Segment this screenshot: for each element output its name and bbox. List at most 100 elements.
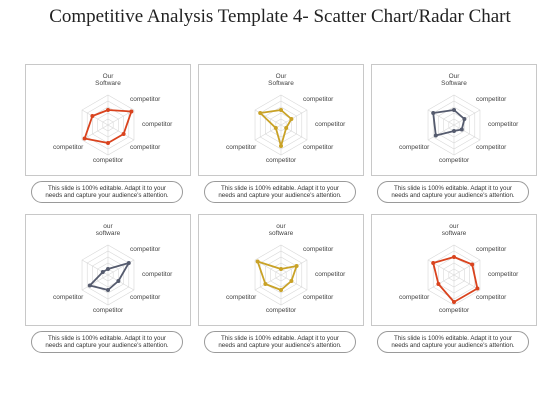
radar-chart-svg: our software competitor competitor competito…	[399, 223, 519, 314]
radar-data-point	[289, 117, 294, 121]
axis-label-competitor: competitor	[488, 271, 519, 278]
radar-spoke	[280, 109, 308, 126]
radar-spoke	[453, 259, 481, 276]
radar-spoke	[254, 274, 282, 291]
axis-label-competitor: competitor	[303, 96, 334, 103]
axis-label-competitor: competitor	[476, 144, 507, 151]
radar-data-point	[279, 288, 283, 292]
axis-label-competitor: competitor	[488, 121, 519, 128]
radar-spoke	[81, 109, 109, 126]
editable-note[interactable]: This slide is 100% editable. Adapt it to…	[31, 181, 183, 203]
radar-data-point	[433, 133, 438, 138]
axis-label-competitor: competitor	[266, 307, 297, 314]
axis-label-our-software: Our Software	[95, 73, 121, 87]
radar-data-point	[452, 129, 456, 133]
axis-label-competitor: competitor	[130, 96, 161, 103]
chart-panel-4: our software competitor competitor competito…	[25, 214, 191, 364]
radar-data-point	[106, 288, 110, 292]
axis-label-competitor: competitor	[53, 144, 84, 151]
axis-label-competitor: competitor	[130, 144, 161, 151]
radar-data-point	[470, 262, 475, 267]
radar-series-line	[256, 260, 298, 291]
axis-label-competitor: competitor	[476, 96, 507, 103]
radar-data-point	[452, 108, 456, 112]
charts-grid: Our Software competitor competitor competito…	[25, 64, 537, 364]
chart-panel-5: our software competitor competitor competito…	[198, 214, 364, 364]
chart-panel-1: Our Software competitor competitor competito…	[25, 64, 191, 214]
axis-label-competitor: competitor	[439, 307, 470, 314]
radar-data-point	[258, 111, 263, 115]
radar-data-point	[279, 144, 283, 148]
axis-label-competitor: competitor	[226, 144, 257, 151]
radar-data-point	[106, 267, 110, 271]
chart-panel-3: Our Software competitor competitor competito…	[371, 64, 537, 214]
radar-data-point	[82, 136, 87, 141]
axis-label-competitor: competitor	[303, 294, 334, 301]
editable-note[interactable]: This slide is 100% editable. Adapt it to…	[204, 331, 356, 353]
axis-label-competitor: competitor	[399, 294, 430, 301]
axis-label-competitor: competitor	[266, 157, 297, 164]
chart-card[interactable]: our software competitor competitor competito…	[198, 214, 364, 326]
axis-label-competitor: competitor	[53, 294, 84, 301]
radar-spoke	[280, 274, 308, 291]
radar-chart-svg: Our Software competitor competitor competito…	[226, 73, 346, 164]
radar-data-point	[87, 283, 92, 288]
axis-label-competitor: competitor	[315, 271, 346, 278]
radar-chart-svg: our software competitor competitor competito…	[53, 223, 173, 314]
radar-data-point	[116, 279, 121, 283]
editable-note[interactable]: This slide is 100% editable. Adapt it to…	[31, 331, 183, 353]
radar-spoke	[427, 124, 455, 141]
radar-data-point	[452, 255, 456, 259]
axis-label-competitor: competitor	[130, 246, 161, 253]
radar-data-point	[129, 109, 134, 114]
radar-data-point	[126, 261, 131, 265]
axis-label-competitor: competitor	[303, 246, 334, 253]
chart-card[interactable]: our software competitor competitor competito…	[25, 214, 191, 326]
radar-spoke	[107, 274, 135, 291]
axis-label-competitor: competitor	[439, 157, 470, 164]
radar-spoke	[453, 109, 481, 126]
chart-card[interactable]: Our Software competitor competitor competito…	[198, 64, 364, 176]
radar-data-point	[106, 108, 110, 112]
axis-label-our-software: our software	[442, 223, 467, 237]
radar-spoke	[280, 259, 308, 276]
chart-panel-6: our software competitor competitor competito…	[371, 214, 537, 364]
page-title: Competitive Analysis Template 4- Scatter…	[49, 6, 511, 27]
radar-spoke	[107, 124, 135, 141]
editable-note[interactable]: This slide is 100% editable. Adapt it to…	[377, 181, 529, 203]
radar-data-point	[279, 267, 283, 271]
axis-label-our-software: our software	[269, 223, 294, 237]
radar-chart-svg: Our Software competitor competitor competito…	[53, 73, 173, 164]
axis-label-competitor: competitor	[303, 144, 334, 151]
radar-data-point	[106, 141, 110, 145]
radar-spoke	[81, 124, 109, 141]
chart-card[interactable]: Our Software competitor competitor competito…	[25, 64, 191, 176]
radar-data-point	[284, 126, 289, 130]
radar-data-point	[431, 261, 436, 265]
radar-chart-svg: our software competitor competitor competito…	[226, 223, 346, 314]
radar-spoke	[453, 124, 481, 141]
radar-spoke	[81, 274, 109, 291]
chart-panel-2: Our Software competitor competitor competito…	[198, 64, 364, 214]
radar-data-point	[459, 127, 464, 132]
axis-label-our-software: Our Software	[268, 73, 294, 87]
axis-label-our-software: Our Software	[441, 73, 467, 87]
editable-note[interactable]: This slide is 100% editable. Adapt it to…	[377, 331, 529, 353]
axis-label-competitor: competitor	[142, 271, 173, 278]
radar-data-point	[263, 282, 268, 286]
radar-data-point	[436, 282, 441, 286]
axis-label-competitor: competitor	[93, 157, 124, 164]
axis-label-competitor: competitor	[93, 307, 124, 314]
axis-label-competitor: competitor	[476, 294, 507, 301]
editable-note[interactable]: This slide is 100% editable. Adapt it to…	[204, 181, 356, 203]
axis-label-competitor: competitor	[399, 144, 430, 151]
radar-spoke	[427, 274, 455, 291]
radar-data-point	[289, 279, 294, 283]
radar-data-point	[255, 259, 260, 264]
chart-card[interactable]: our software competitor competitor competito…	[371, 214, 537, 326]
axis-label-competitor: competitor	[226, 294, 257, 301]
chart-card[interactable]: Our Software competitor competitor competito…	[371, 64, 537, 176]
radar-data-point	[279, 108, 283, 112]
radar-data-point	[462, 117, 467, 121]
axis-label-competitor: competitor	[130, 294, 161, 301]
